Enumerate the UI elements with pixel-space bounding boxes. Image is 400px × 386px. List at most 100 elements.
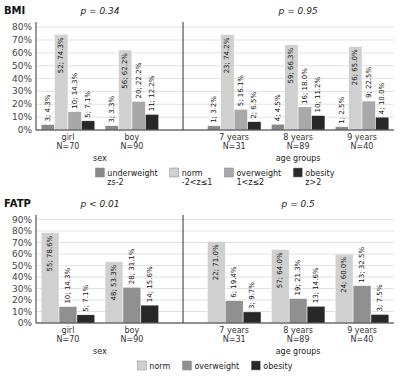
- grid-line: [36, 52, 394, 53]
- legend-entry: underweightzs-2: [95, 168, 157, 187]
- tick-label: 50%: [12, 61, 32, 71]
- category-label: 9 yearsN=40: [347, 133, 377, 151]
- bar: [105, 126, 118, 130]
- legend-entry: norm-2<z≤1: [170, 168, 213, 187]
- tick-label: 50%: [12, 261, 32, 271]
- grid-line: [36, 130, 394, 131]
- legend-label: obesity: [263, 362, 292, 371]
- data-label: 28; 31.1%: [128, 248, 136, 284]
- bar: [207, 126, 220, 130]
- panel: 0%10%20%30%40%50%60%70%80%90%55; 78.6%48…: [4, 198, 394, 371]
- bar: [248, 122, 261, 130]
- grid-line: [36, 231, 394, 232]
- grid-line: [36, 65, 394, 66]
- text-line: 9 years: [347, 326, 377, 335]
- data-label: 10; 14.3%: [71, 73, 79, 109]
- text-line: boy: [125, 326, 140, 335]
- legend-swatch: [293, 168, 302, 177]
- bar: [105, 262, 123, 323]
- category-label: 7 yearsN=31: [219, 326, 249, 344]
- data-label: 16; 18.0%: [301, 68, 309, 104]
- grid-line: [36, 78, 394, 79]
- text-line: obesity: [305, 169, 334, 178]
- bar: [123, 287, 141, 323]
- tick-label: 10%: [12, 112, 32, 122]
- annotation: p = 0.34: [79, 6, 119, 16]
- tick-label: 80%: [12, 226, 32, 236]
- bar: [59, 307, 77, 323]
- data-label: 11; 12.2%: [148, 75, 156, 111]
- tick-label: 30%: [12, 284, 32, 294]
- legend: underweightzs-2 norm-2<z≤1 overweight1<z≤2…: [95, 168, 334, 187]
- tick-label: 20%: [12, 99, 32, 109]
- legend-swatch: [95, 168, 104, 177]
- category-label: 8 yearsN=89: [283, 326, 313, 344]
- grid-line: [36, 27, 394, 28]
- bar: [234, 109, 247, 130]
- grid-line: [36, 40, 394, 41]
- data-label: 9; 22.5%: [365, 66, 373, 98]
- data-label: 5; 7.1%: [82, 285, 90, 312]
- text-line: N=40: [351, 335, 374, 344]
- bar: [207, 241, 225, 323]
- text-line: norm: [182, 169, 203, 178]
- bar: [335, 254, 353, 323]
- bar: [243, 312, 261, 323]
- text-line: z>2: [305, 178, 321, 187]
- annotation: p = 0.5: [280, 199, 315, 209]
- text-line: N=70: [57, 335, 80, 344]
- data-label: 13; 14.6%: [312, 267, 320, 303]
- data-label: 6; 19.4%: [230, 266, 238, 298]
- bar: [271, 124, 284, 130]
- text-line: N=90: [120, 142, 143, 151]
- text-line: overweight: [236, 169, 281, 178]
- legend: normoverweightobesity: [137, 361, 292, 371]
- tick-label: 70%: [12, 238, 32, 248]
- annotation: p < 0.01: [79, 199, 119, 209]
- text-line: 1<z≤2: [236, 178, 264, 187]
- text-line: girl: [62, 326, 75, 335]
- grid-line: [36, 323, 394, 324]
- data-label: 56; 62.2%: [121, 53, 129, 89]
- data-label: 52; 74.3%: [57, 37, 65, 73]
- category-label: boyN=90: [120, 133, 143, 151]
- bar: [81, 121, 94, 130]
- tick-label: 60%: [12, 48, 32, 58]
- text-line: -2<z≤1: [182, 178, 213, 187]
- annotation: sex: [93, 154, 107, 163]
- bar: [77, 315, 95, 323]
- data-label: 10; 11.2%: [314, 76, 322, 112]
- x-axis: [36, 130, 394, 131]
- text-line: 9 years: [347, 133, 377, 142]
- text-line: obesity: [263, 362, 292, 371]
- tick-label: 90%: [12, 215, 32, 225]
- text-line: N=31: [223, 335, 246, 344]
- category-label: 7 yearsN=31: [219, 133, 249, 151]
- category-label: boyN=90: [120, 326, 143, 344]
- data-label: 22; 71.0%: [212, 244, 220, 280]
- bar: [362, 101, 375, 130]
- bar: [41, 233, 59, 323]
- text-line: N=31: [223, 142, 246, 151]
- data-label: 3; 7.5%: [376, 284, 384, 311]
- text-line: girl: [62, 133, 75, 142]
- tick-label: 40%: [12, 74, 32, 84]
- data-label: 23; 74.2%: [223, 37, 231, 73]
- annotation: sex: [93, 347, 107, 356]
- tick-label: 10%: [12, 307, 32, 317]
- category-label: girlN=70: [57, 326, 80, 344]
- data-label: 10; 14.3%: [64, 268, 72, 304]
- legend-swatch: [251, 361, 260, 370]
- annotation: p = 0.95: [278, 6, 318, 16]
- annotation: age groups: [276, 154, 321, 163]
- bar: [353, 286, 371, 323]
- text-line: 7 years: [219, 133, 249, 142]
- legend-label: overweight1<z≤2: [236, 169, 281, 187]
- data-label: 57; 64.0%: [276, 252, 284, 288]
- bar: [55, 34, 68, 130]
- bar: [145, 114, 158, 130]
- category-label: girlN=70: [57, 133, 80, 151]
- bar: [285, 45, 298, 130]
- legend-entry: norm: [137, 361, 170, 371]
- category-label: 9 yearsN=40: [347, 326, 377, 344]
